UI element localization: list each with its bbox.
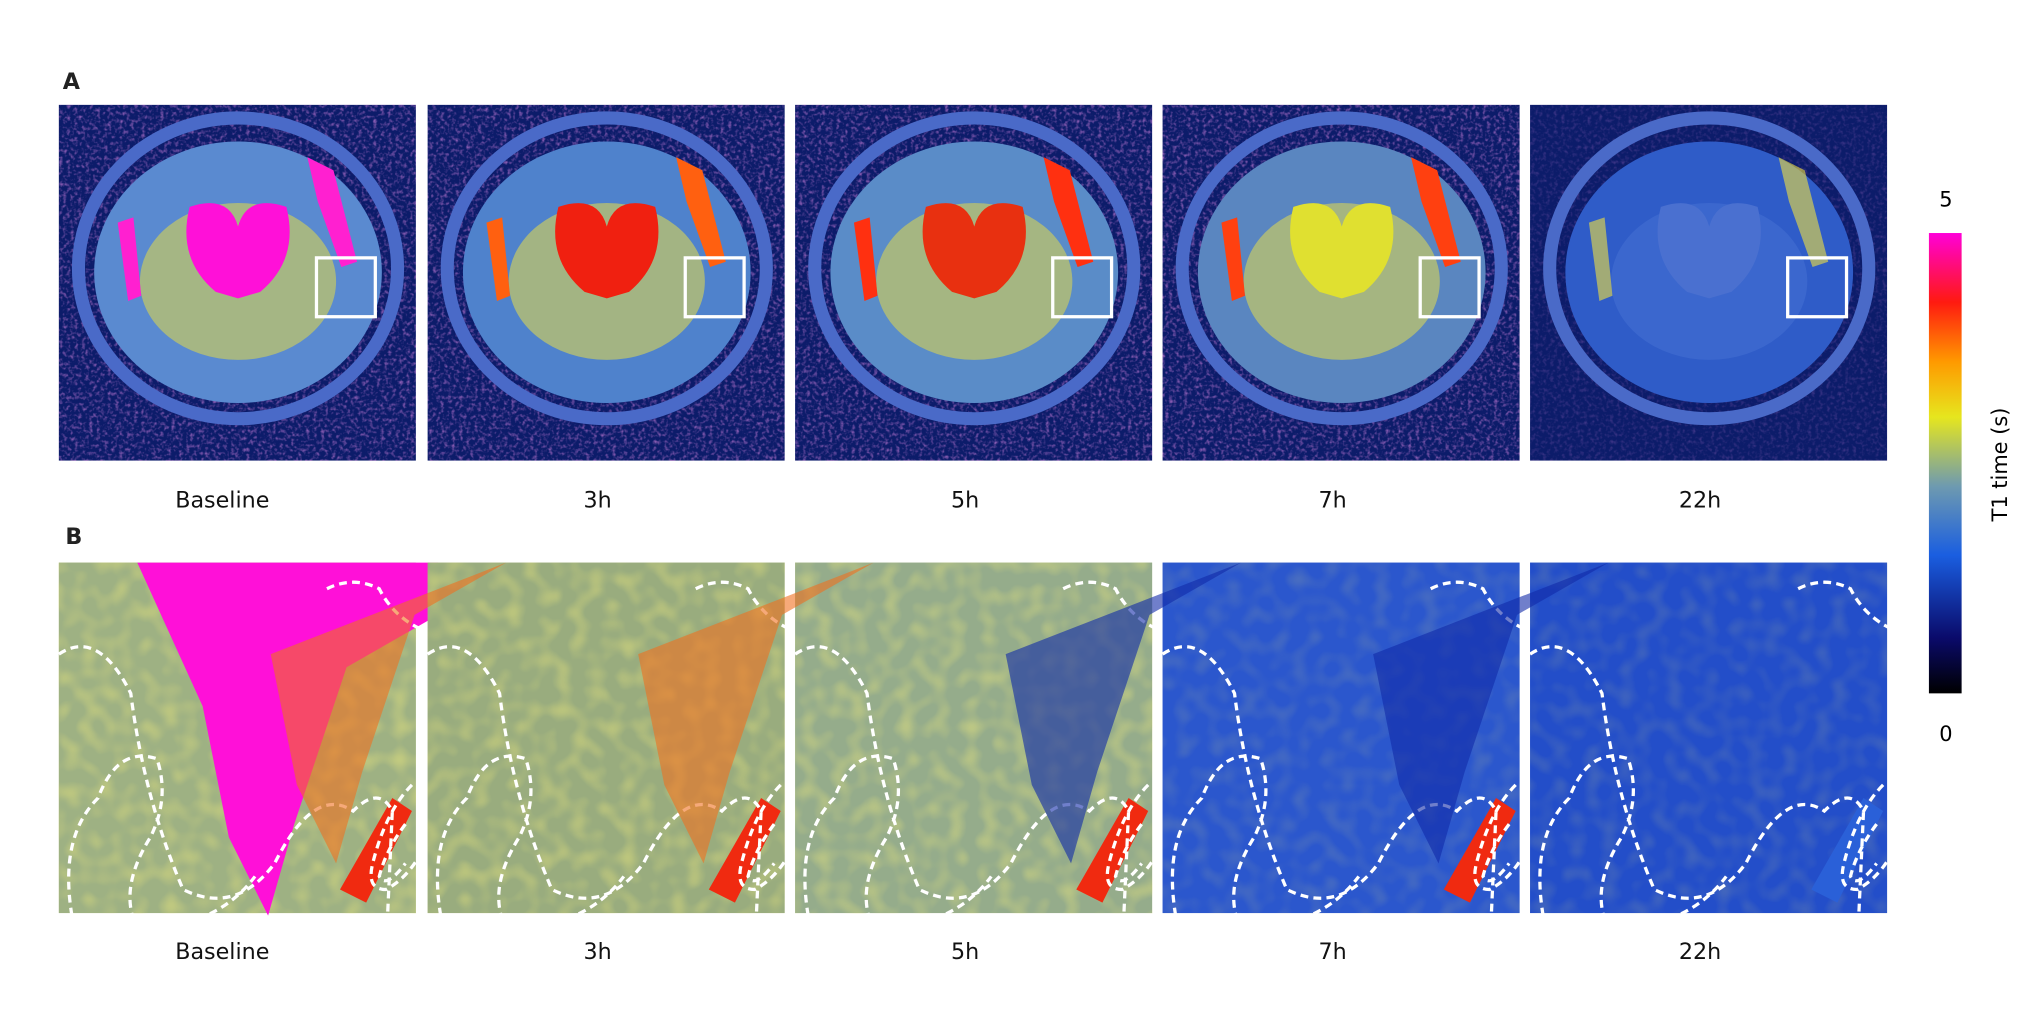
caption: 5h: [951, 488, 979, 514]
colorbar-tick-label: 5: [1939, 187, 1952, 211]
roi-box: [1051, 256, 1114, 319]
mri-coronal: [427, 104, 785, 461]
skull: [1175, 111, 1508, 426]
caption: Baseline: [175, 939, 269, 965]
caption: 3h: [584, 939, 612, 965]
grey-matter-boundary: [435, 754, 626, 931]
ventricles: [922, 203, 1026, 299]
roi-box: [683, 256, 746, 319]
skull: [808, 111, 1141, 426]
caption: 7h: [1318, 939, 1346, 965]
colorbar-label: T1 time (s): [1988, 408, 2012, 523]
cortex-bright: [853, 157, 1094, 302]
csf-region: [638, 562, 874, 864]
skull: [71, 111, 405, 426]
cortex-bright: [486, 157, 726, 302]
skull: [440, 111, 773, 426]
zoom-grain: [1530, 562, 1888, 914]
caption: Baseline: [175, 488, 269, 514]
outline: [1529, 580, 1902, 955]
skull: [1543, 111, 1876, 426]
csf-region: [1005, 562, 1242, 864]
roi-box: [1786, 256, 1849, 319]
caption: 22h: [1679, 939, 1721, 965]
grey-matter-boundary: [1797, 580, 1902, 892]
panel-label: A: [63, 69, 81, 95]
mri-coronal: [1530, 104, 1888, 461]
sulcus-bright: [1811, 797, 1884, 903]
mri-coronal: [795, 104, 1153, 461]
csf-region: [1373, 562, 1609, 864]
grey-matter-boundary: [57, 645, 394, 955]
grey-matter-boundary: [1161, 645, 1498, 955]
cortex-bright: [1588, 157, 1829, 302]
cortex-bright: [1221, 157, 1461, 302]
mri-coronal: [58, 104, 416, 461]
panel-label: B: [65, 524, 82, 550]
caption: 22h: [1679, 488, 1721, 514]
mri-zoom: [1373, 562, 1902, 955]
csf-region: [270, 562, 507, 864]
grey-matter-boundary: [67, 754, 257, 931]
grey-matter-boundary: [1529, 645, 1866, 955]
caption: 7h: [1318, 488, 1346, 514]
colorbar-tick-label: 0: [1939, 722, 1952, 746]
roi-box: [314, 256, 377, 319]
grey-matter-boundary: [794, 645, 1131, 955]
sulcus-bright: [708, 797, 781, 903]
caption: 3h: [584, 488, 612, 514]
grey-matter-boundary: [803, 754, 993, 931]
sulcus-bright: [340, 797, 412, 903]
colorbar: [1928, 233, 1962, 694]
grey-matter-boundary: [1538, 754, 1728, 931]
sulcus-bright: [1443, 797, 1516, 903]
grey-matter-boundary: [426, 645, 763, 955]
caption: 5h: [951, 939, 979, 965]
ventricles: [186, 203, 290, 299]
ventricles: [1657, 203, 1761, 299]
ventricles: [1290, 203, 1394, 299]
mri-coronal: [1162, 104, 1520, 461]
ventricles: [555, 203, 659, 299]
cortex-bright: [117, 157, 358, 302]
sulcus-bright: [1076, 797, 1149, 903]
roi-box: [1418, 256, 1481, 319]
grey-matter-boundary: [1170, 754, 1361, 931]
